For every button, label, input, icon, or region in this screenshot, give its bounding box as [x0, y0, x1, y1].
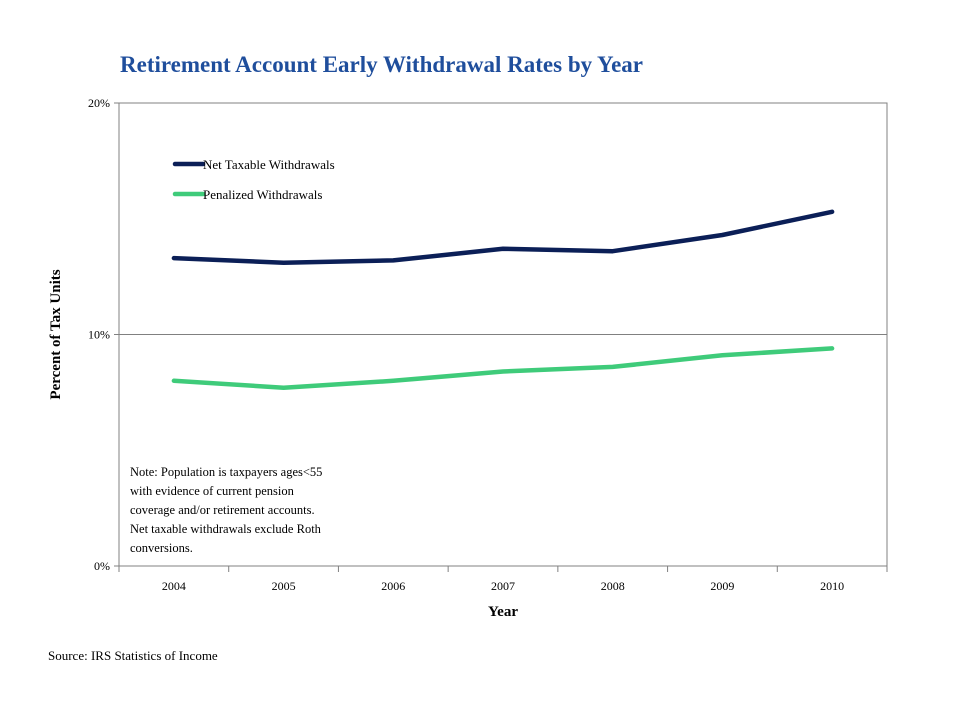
data-point: [611, 249, 615, 253]
x-tick-label: 2008: [601, 579, 625, 593]
legend-label-1: Penalized Withdrawals: [203, 187, 322, 202]
x-tick-label: 2009: [710, 579, 734, 593]
y-tick-label: 0%: [94, 559, 110, 573]
x-tick-label: 2004: [162, 579, 186, 593]
legend-label-0: Net Taxable Withdrawals: [203, 157, 335, 172]
x-tick-label: 2007: [491, 579, 515, 593]
x-tick-label: 2006: [381, 579, 405, 593]
data-point: [830, 210, 834, 214]
note-line: Note: Population is taxpayers ages<55: [130, 465, 322, 479]
data-point: [391, 379, 395, 383]
data-point: [282, 386, 286, 390]
x-tick-label: 2005: [272, 579, 296, 593]
y-tick-label: 20%: [88, 96, 110, 110]
data-point: [501, 370, 505, 374]
data-point: [172, 379, 176, 383]
chart-title: Retirement Account Early Withdrawal Rate…: [120, 52, 643, 77]
y-axis-title: Percent of Tax Units: [48, 269, 64, 399]
series-line-0: [171, 209, 835, 265]
x-tick-label: 2010: [820, 579, 844, 593]
source-note: Source: IRS Statistics of Income: [48, 648, 218, 663]
note-line: with evidence of current pension: [130, 484, 295, 498]
y-tick-label: 10%: [88, 328, 110, 342]
note-line: Net taxable withdrawals exclude Roth: [130, 522, 322, 536]
note-line: coverage and/or retirement accounts.: [130, 503, 315, 517]
series-line-1: [171, 346, 835, 390]
note-line: conversions.: [130, 541, 193, 555]
data-point: [172, 256, 176, 260]
data-point: [501, 247, 505, 251]
data-point: [720, 353, 724, 357]
data-point: [391, 258, 395, 262]
data-point: [830, 346, 834, 350]
data-point: [720, 233, 724, 237]
x-axis-title: Year: [488, 604, 518, 620]
data-point: [611, 365, 615, 369]
data-point: [282, 261, 286, 265]
